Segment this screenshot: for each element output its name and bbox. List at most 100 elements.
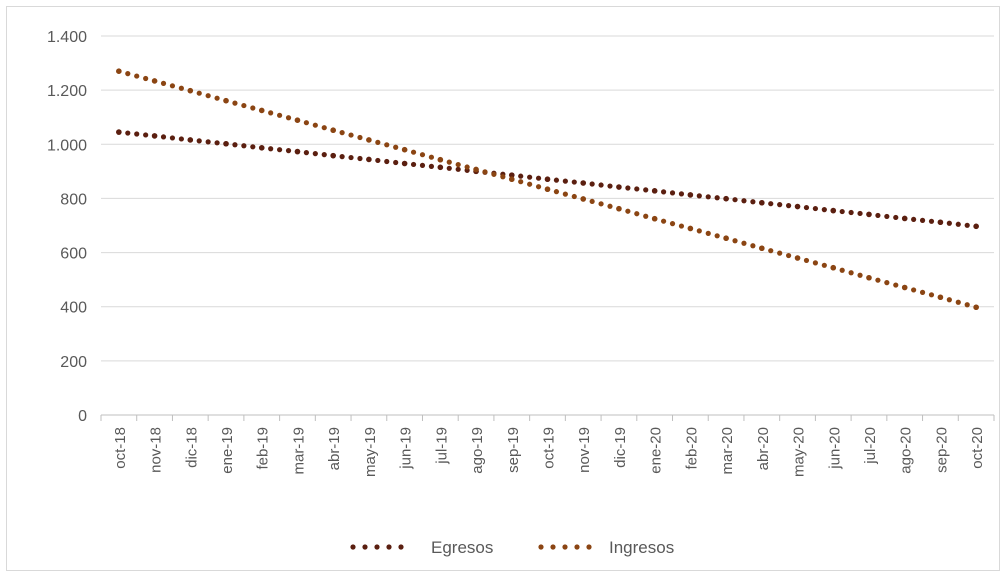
series-dot <box>285 115 292 121</box>
series-dot <box>848 270 854 276</box>
series-dot <box>893 282 899 288</box>
series-dot <box>268 110 274 116</box>
x-tick-label: jun-19 <box>398 427 415 470</box>
data-point <box>544 176 551 183</box>
x-tick-label: may-19 <box>362 427 379 477</box>
data-point <box>651 188 658 194</box>
series-dot <box>839 267 845 273</box>
x-tick-label: jun-20 <box>826 427 843 470</box>
series-dot <box>134 73 140 79</box>
data-point <box>830 264 837 271</box>
data-point <box>116 129 122 135</box>
series-dot <box>607 203 613 209</box>
series-dot <box>250 105 256 111</box>
series-dot <box>964 302 970 308</box>
series-dot <box>607 183 613 189</box>
legend-swatch-dot <box>398 544 404 550</box>
x-tick-label: abr-20 <box>755 427 772 470</box>
x-tick-label: ene-20 <box>648 427 665 474</box>
x-tick-label: feb-19 <box>255 427 272 470</box>
data-point <box>794 255 801 261</box>
series-dot <box>393 144 399 150</box>
y-tick-label: 200 <box>60 354 87 371</box>
series-dot <box>857 210 863 217</box>
series-dot <box>732 197 738 203</box>
data-point <box>366 156 372 163</box>
series-dot <box>955 299 961 305</box>
data-point <box>723 195 729 202</box>
y-tick-label: 600 <box>60 246 87 263</box>
series-dot <box>214 140 220 146</box>
series-dot <box>535 184 542 190</box>
series-dot <box>777 202 783 208</box>
legend-swatch-dot <box>538 544 544 550</box>
series-dot <box>643 187 649 193</box>
series-dot <box>285 148 292 154</box>
x-tick-label: oct-20 <box>969 427 986 469</box>
series-dot <box>553 189 560 195</box>
series-dot <box>169 83 176 89</box>
series-dot <box>348 154 354 161</box>
data-point <box>508 176 515 183</box>
x-tick-label: feb-20 <box>683 427 700 470</box>
legend-swatch-dot <box>350 544 356 550</box>
x-tick-label: ago-20 <box>898 427 915 474</box>
series-dot <box>875 212 881 219</box>
data-point <box>151 78 158 84</box>
series-dot <box>678 191 685 197</box>
series-dot <box>741 240 747 246</box>
x-tick-label: sep-20 <box>933 427 950 473</box>
data-point <box>616 205 622 212</box>
series-dot <box>446 165 452 171</box>
legend-swatch-dot <box>362 544 368 550</box>
series-dot <box>768 248 774 254</box>
series-dot <box>241 102 247 109</box>
series-dot <box>446 159 452 165</box>
series-dot <box>160 80 167 86</box>
data-point <box>651 215 658 222</box>
series-dot <box>911 287 917 293</box>
series-dot <box>241 143 247 149</box>
legend-swatch-dot <box>574 544 580 550</box>
data-point <box>187 87 194 94</box>
data-point <box>723 235 729 242</box>
data-point <box>258 145 265 151</box>
series-dot <box>303 120 309 126</box>
series-dot <box>598 182 604 188</box>
y-tick-label: 1.200 <box>47 83 87 100</box>
data-point <box>330 152 336 159</box>
series-dot <box>786 252 792 259</box>
series-dot <box>205 93 211 99</box>
series-dot <box>571 193 577 200</box>
data-point <box>937 219 944 226</box>
x-tick-label: may-20 <box>791 427 808 477</box>
series-dot <box>250 144 256 150</box>
series-dot <box>812 205 819 212</box>
series-dot <box>589 181 595 187</box>
data-point <box>330 127 336 134</box>
x-tick-label: dic-18 <box>183 427 200 468</box>
data-point <box>258 107 265 114</box>
series-dot <box>705 230 711 236</box>
series-dot <box>964 222 970 228</box>
series-dot <box>919 217 926 223</box>
series-dot <box>455 161 461 168</box>
series-dot <box>410 161 417 168</box>
data-point <box>616 184 622 190</box>
series-dot <box>500 174 506 180</box>
series-dot <box>375 157 381 164</box>
series-dot <box>812 260 819 266</box>
series-dot <box>741 198 747 204</box>
series-ingresos <box>116 68 979 311</box>
y-tick-label: 800 <box>60 191 87 208</box>
data-point <box>366 137 372 143</box>
series-dot <box>214 95 220 101</box>
series-dot <box>714 195 720 201</box>
axes: 0 200 400 600 800 1.000 1.200 1.400 oct-18 nov-18… <box>47 29 995 477</box>
series-dot <box>393 159 399 166</box>
series-dot <box>777 250 783 256</box>
series-dot <box>196 138 202 144</box>
data-point <box>401 160 408 167</box>
series-dot <box>375 139 381 145</box>
legend-swatch-dot <box>386 544 392 550</box>
